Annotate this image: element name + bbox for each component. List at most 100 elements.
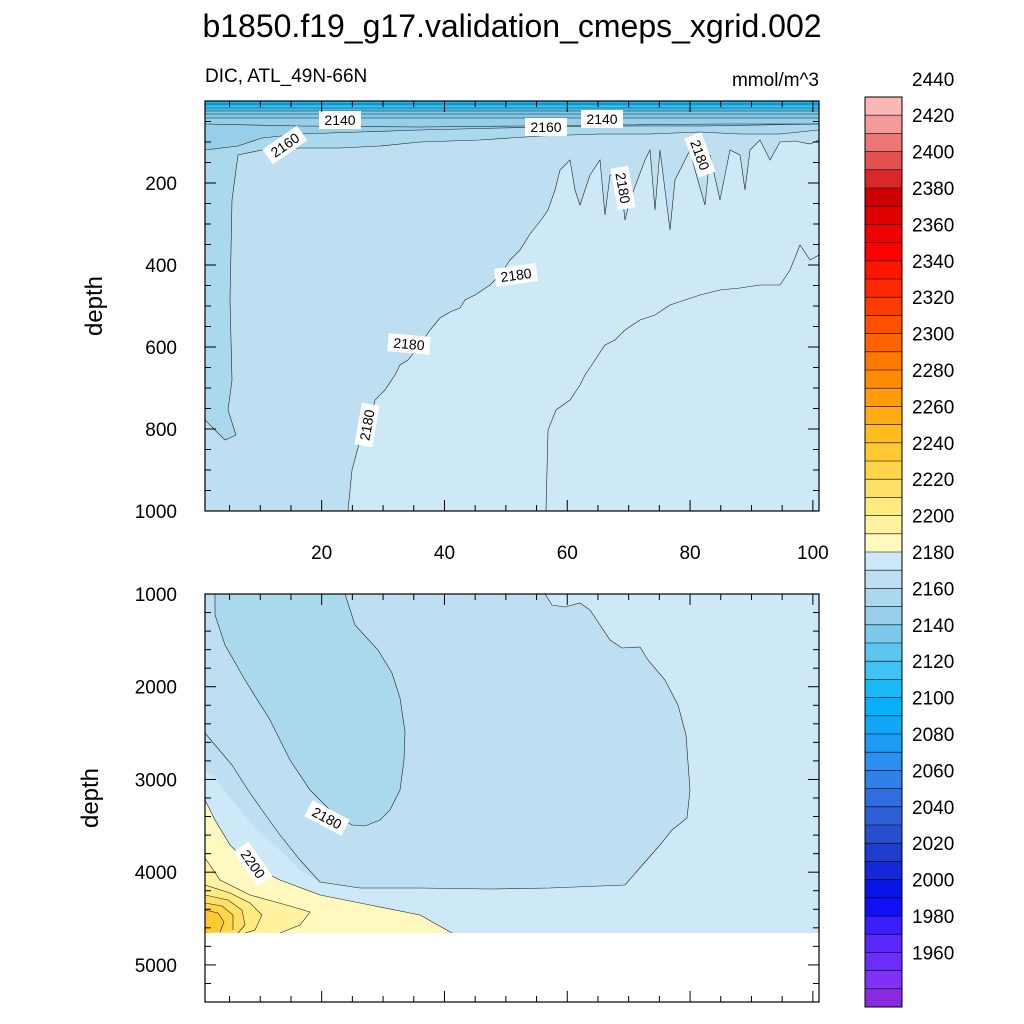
colorbar-label: 2080 (912, 725, 954, 746)
colorbar-swatch (865, 661, 902, 680)
lower-field-2160-2170 (215, 594, 405, 826)
upper-contour-labels: 2140 2160 2160 2140 2180 (262, 110, 716, 448)
upper-tick-marks (205, 100, 819, 512)
colorbar-label: 2100 (912, 689, 954, 710)
upper-panel: 2140 2160 2160 2140 2180 (81, 100, 829, 564)
colorbar-swatch (865, 679, 902, 698)
colorbar-label: 2060 (912, 761, 954, 782)
colorbar-swatch (865, 151, 902, 171)
colorbar-swatch (865, 533, 902, 553)
colorbar-swatch (865, 133, 902, 152)
lower-panel: 2180 2200 1000 2000 3000 4000 5000 depth (77, 585, 820, 1003)
x-tick-label: 40 (434, 543, 455, 564)
x-tick-label: 100 (797, 543, 829, 564)
colorbar-label: 2420 (912, 106, 954, 127)
y-tick-label: 4000 (135, 863, 177, 884)
chart-subtitle-left: DIC, ATL_49N-66N (205, 66, 367, 87)
contour-label: 2180 (499, 265, 532, 285)
colorbar-labels: 1960 1980 2000 2020 2040 2060 2080 2100 2120 2140… (912, 70, 954, 965)
colorbar-swatch (865, 242, 902, 262)
colorbar-swatch (865, 424, 902, 444)
y-tick-label: 3000 (135, 770, 177, 791)
upper-contour-line (205, 123, 819, 128)
colorbar-swatch (865, 479, 902, 498)
x-tick-label: 80 (679, 543, 700, 564)
colorbar-label: 2040 (912, 798, 954, 819)
upper-contour-line (545, 244, 819, 511)
colorbar-label: 2140 (912, 616, 954, 637)
colorbar-swatch (865, 843, 902, 862)
colorbar-label: 2360 (912, 215, 954, 236)
colorbar-swatch (865, 879, 902, 899)
colorbar-swatch (865, 643, 902, 662)
lower-contour-line (205, 884, 263, 933)
colorbar-swatch (865, 825, 902, 844)
colorbar-swatch (865, 952, 902, 971)
colorbar-label: 2300 (912, 325, 954, 346)
colorbar-swatch (865, 788, 902, 808)
upper-contour-lines (205, 103, 819, 511)
colorbar-swatch (865, 370, 902, 389)
colorbar-swatch (865, 770, 902, 789)
colorbar-swatch (865, 188, 902, 207)
upper-contour-line (205, 123, 819, 151)
colorbar-swatch (865, 406, 902, 425)
colorbar-swatch (865, 97, 902, 116)
contour-label: 2180 (612, 171, 633, 205)
lower-panel-fill: 2180 2200 (205, 594, 819, 933)
lower-y-tick-labels: 1000 2000 3000 4000 5000 (135, 585, 177, 977)
colorbar-label: 2280 (912, 361, 954, 382)
colorbar-swatch (865, 279, 902, 298)
contour-label: 2140 (586, 111, 617, 127)
upper-y-tick-labels: 200 400 600 800 1000 (135, 174, 177, 523)
colorbar-label: 2220 (912, 470, 954, 491)
colorbar-swatch (865, 897, 902, 917)
y-tick-label: 1000 (135, 502, 177, 523)
y-tick-label: 800 (145, 420, 177, 441)
colorbar-label: 2260 (912, 397, 954, 418)
lower-contour-line (214, 594, 406, 827)
colorbar-label: 2340 (912, 252, 954, 273)
lower-contour-line (205, 894, 246, 933)
colorbar-swatch (865, 206, 902, 225)
lower-contour-lines (205, 594, 691, 933)
colorbar-label: 1980 (912, 907, 954, 928)
colorbar-swatch (865, 606, 902, 626)
colorbar-swatch (865, 970, 902, 990)
lower-contour-line (205, 594, 691, 890)
colorbar-swatch (865, 169, 902, 189)
colorbar-swatch (865, 260, 902, 280)
chart-title: b1850.f19_g17.validation_cmeps_xgrid.002 (202, 8, 821, 44)
colorbar-swatch (865, 934, 902, 953)
colorbar-label: 1960 (912, 943, 954, 964)
colorbar-label: 2380 (912, 179, 954, 200)
x-tick-label: 20 (311, 543, 332, 564)
upper-x-tick-labels: 20 40 60 80 100 (311, 543, 829, 564)
y-tick-label: 400 (145, 256, 177, 277)
contour-label: 2160 (530, 119, 561, 135)
colorbar-swatch (865, 315, 902, 334)
colorbar-label: 2320 (912, 288, 954, 309)
colorbar-swatch (865, 624, 902, 644)
contour-label: 2180 (356, 408, 377, 442)
colorbar-swatch (865, 333, 902, 353)
colorbar-swatch (865, 115, 902, 134)
colorbar-swatch (865, 806, 902, 826)
colorbar-label: 2000 (912, 871, 954, 892)
upper-y-axis-label: depth (81, 276, 108, 336)
colorbar-swatch (865, 351, 902, 371)
y-tick-label: 200 (145, 174, 177, 195)
lower-contour-line (205, 902, 234, 930)
colorbar-swatch (865, 570, 902, 589)
colorbar-swatch (865, 552, 902, 571)
colorbar-swatch (865, 697, 902, 717)
colorbar-swatch (865, 297, 902, 316)
lower-contour-line (205, 909, 225, 933)
contour-label: 2140 (324, 112, 355, 128)
colorbar-label: 2160 (912, 579, 954, 600)
lower-field-2250-2260 (205, 910, 224, 933)
colorbar (864, 96, 903, 1008)
colorbar-label: 2440 (912, 70, 954, 91)
upper-panel-fill: 2140 2160 2160 2140 2180 (205, 101, 819, 511)
